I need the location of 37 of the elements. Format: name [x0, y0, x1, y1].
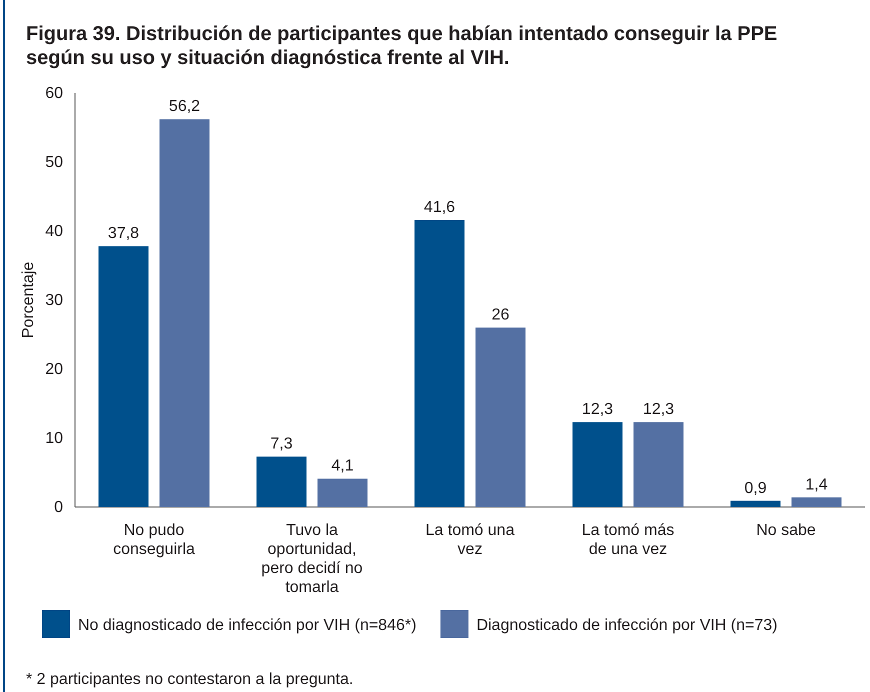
bar [160, 119, 210, 507]
y-tick-label: 60 [45, 85, 64, 102]
text: * 2 participantes no contestaron a la pregunta. [26, 671, 354, 688]
x-tick-label: No sabe [756, 522, 816, 539]
bar [318, 478, 368, 507]
y-tick-label: 10 [45, 430, 64, 448]
bar [730, 500, 780, 507]
bar [792, 497, 842, 507]
bar [414, 220, 464, 507]
bar [476, 328, 526, 507]
data-label: 37,8 [108, 225, 140, 242]
x-tick-label: La tomó una vez [426, 522, 515, 558]
x-tick-label: La tomó más de una vez [582, 522, 674, 558]
y-tick-label: 50 [45, 154, 64, 172]
data-label: 26 [492, 306, 510, 324]
bar [572, 422, 622, 507]
x-tick-label: No pudo conseguirla [113, 522, 196, 558]
bar [634, 422, 684, 507]
x-tick-label: Tuvo la oportunidad, pero decidí no tomarla [261, 522, 363, 596]
legend-label: Diagnosticado de infección por VIH (n=73) [476, 617, 778, 634]
y-tick-label: 40 [45, 223, 64, 240]
data-label: 41,6 [424, 198, 456, 216]
y-tick-label: 30 [45, 292, 64, 310]
y-tick-label: 0 [54, 499, 64, 516]
y-tick-label: 20 [45, 361, 64, 378]
data-label: 7,3 [270, 436, 293, 453]
legend-label: No diagnosticado de infección por VIH (n=846*) [78, 617, 416, 634]
y-axis-title: Porcentaje [20, 262, 37, 338]
data-label: 0,9 [744, 480, 767, 497]
data-label: 1,4 [805, 476, 828, 494]
data-label: 4,1 [331, 458, 354, 475]
chart-title: Figura 39. Distribución de participantes que habían intentado conseguir la PPE según su uso y situación diagnóstica frente al VIH. [26, 23, 778, 69]
bar [98, 246, 148, 507]
bar [256, 456, 306, 507]
data-label: 56,2 [168, 98, 200, 116]
data-label: 12,3 [642, 401, 674, 418]
data-label: 12,3 [582, 401, 614, 418]
